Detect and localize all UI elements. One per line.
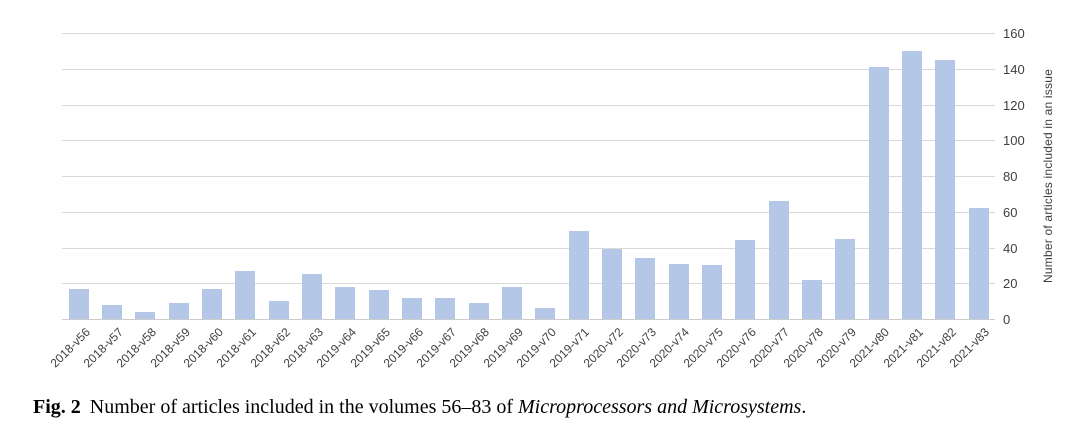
bar-2020-v73 bbox=[635, 258, 656, 319]
bar-slot-2021-v80 bbox=[862, 33, 895, 319]
bar-slot-2018-v61 bbox=[229, 33, 262, 319]
y-axis-tick-140: 140 bbox=[1003, 61, 1025, 77]
bar-slot-2021-v83 bbox=[962, 33, 995, 319]
bar-2019-v65 bbox=[368, 290, 389, 319]
bar-2019-v68 bbox=[468, 302, 489, 319]
bar-2020-v76 bbox=[735, 240, 756, 319]
bar-2020-v74 bbox=[668, 263, 689, 319]
y-axis-tick-20: 20 bbox=[1003, 276, 1018, 292]
bar-slot-2019-v67 bbox=[429, 33, 462, 319]
bar-slot-2018-v60 bbox=[195, 33, 228, 319]
bars-row bbox=[62, 33, 995, 319]
y-axis-ticks: 0 20 40 60 80 100 120 140 160 bbox=[1003, 26, 1025, 327]
bar-2021-v81 bbox=[901, 50, 922, 319]
bar-slot-2018-v58 bbox=[129, 33, 162, 319]
bar-2021-v83 bbox=[968, 208, 989, 319]
bar-slot-2019-v68 bbox=[462, 33, 495, 319]
bar-slot-2020-v78 bbox=[795, 33, 828, 319]
caption-text: Number of articles included in the volum… bbox=[89, 396, 519, 418]
bar-slot-2018-v56 bbox=[62, 33, 95, 319]
gridline-y140 bbox=[62, 68, 995, 70]
bar-slot-2021-v81 bbox=[895, 33, 928, 319]
bar-slot-2019-v65 bbox=[362, 33, 395, 319]
bar-2018-v58 bbox=[135, 311, 156, 319]
caption-journal-name: Microprocessors and Microsystems bbox=[518, 396, 802, 418]
gridline-y60 bbox=[62, 211, 995, 213]
bar-chart: 2018-v56 2018-v57 2018-v58 2018-v59 2018-v60… bbox=[47, 26, 1055, 370]
bar-2021-v80 bbox=[868, 66, 889, 319]
bar-slot-2020-v74 bbox=[662, 33, 695, 319]
bar-2019-v70 bbox=[535, 308, 556, 319]
bar-2019-v66 bbox=[401, 297, 422, 319]
bar-2020-v79 bbox=[835, 238, 856, 319]
bar-2018-v57 bbox=[101, 304, 122, 319]
bar-slot-2019-v66 bbox=[395, 33, 428, 319]
bar-2020-v75 bbox=[701, 265, 722, 319]
bar-slot-2020-v77 bbox=[762, 33, 795, 319]
plot-area bbox=[62, 33, 995, 320]
y-axis-tick-60: 60 bbox=[1003, 204, 1018, 220]
bar-2018-v59 bbox=[168, 302, 189, 319]
bar-2019-v64 bbox=[335, 286, 356, 319]
bar-2019-v69 bbox=[501, 286, 522, 319]
y-axis-title: Number of articles included in an issue bbox=[1041, 69, 1055, 283]
bar-2020-v77 bbox=[768, 201, 789, 319]
bar-slot-2020-v79 bbox=[829, 33, 862, 319]
gridline-y0 bbox=[62, 319, 995, 320]
bar-slot-2020-v73 bbox=[629, 33, 662, 319]
y-axis-tick-80: 80 bbox=[1003, 169, 1018, 184]
bar-2018-v63 bbox=[301, 274, 322, 319]
bar-slot-2019-v70 bbox=[529, 33, 562, 319]
bar-slot-2019-v64 bbox=[329, 33, 362, 319]
y-axis-tick-0: 0 bbox=[1003, 312, 1011, 327]
gridline-y20 bbox=[62, 283, 995, 285]
bar-2019-v67 bbox=[435, 297, 456, 319]
bar-slot-2019-v71 bbox=[562, 33, 595, 319]
y-axis-tick-160: 160 bbox=[1003, 26, 1025, 41]
bar-slot-2018-v63 bbox=[295, 33, 328, 319]
bar-slot-2018-v59 bbox=[162, 33, 195, 319]
gridline-y160 bbox=[62, 33, 995, 34]
bar-slot-2021-v82 bbox=[929, 33, 962, 319]
bar-slot-2020-v75 bbox=[695, 33, 728, 319]
gridline-y100 bbox=[62, 140, 995, 142]
caption-suffix: . bbox=[801, 396, 807, 418]
caption-label: Fig. 2 bbox=[33, 396, 81, 418]
bar-slot-2018-v57 bbox=[95, 33, 128, 319]
gridline-y120 bbox=[62, 104, 995, 106]
bar-2018-v62 bbox=[268, 301, 289, 319]
bar-slot-2018-v62 bbox=[262, 33, 295, 319]
bar-2018-v60 bbox=[201, 288, 222, 319]
y-axis-tick-100: 100 bbox=[1003, 133, 1025, 149]
bar-2019-v71 bbox=[568, 231, 589, 319]
figure-caption: Fig. 2 Number of articles included in the… bbox=[33, 396, 806, 419]
bar-slot-2020-v72 bbox=[595, 33, 628, 319]
bar-2020-v72 bbox=[601, 249, 622, 319]
bar-2021-v82 bbox=[935, 59, 956, 319]
bar-2018-v56 bbox=[68, 288, 89, 319]
gridline-y80 bbox=[62, 176, 995, 177]
bar-2018-v61 bbox=[235, 270, 256, 319]
gridline-y40 bbox=[62, 247, 995, 249]
y-axis-tick-40: 40 bbox=[1003, 240, 1018, 256]
bar-slot-2019-v69 bbox=[495, 33, 528, 319]
bar-slot-2020-v76 bbox=[729, 33, 762, 319]
bar-2020-v78 bbox=[801, 279, 822, 319]
y-axis-tick-120: 120 bbox=[1003, 97, 1025, 113]
